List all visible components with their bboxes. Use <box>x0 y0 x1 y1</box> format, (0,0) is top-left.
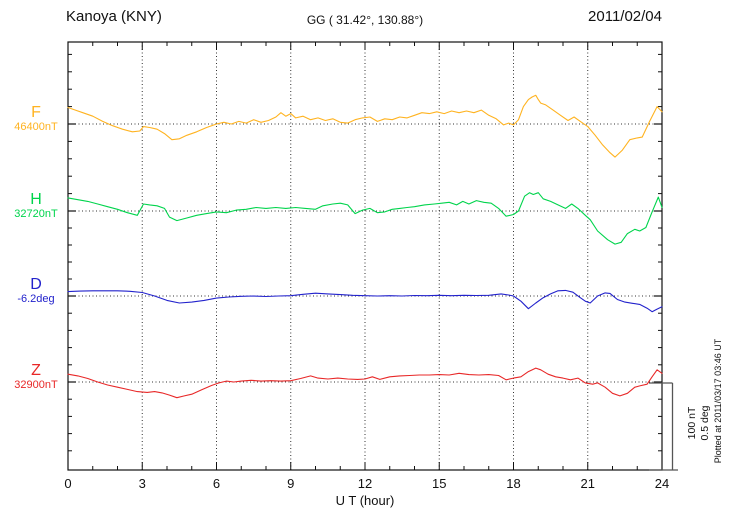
component-letter-d: D <box>30 276 42 293</box>
component-letter-f: F <box>31 104 41 121</box>
series-label-d: D -6.2deg <box>6 276 66 306</box>
component-letter-z: Z <box>31 362 41 379</box>
plotted-at-note: Plotted at 2011/03/17 03:46 UT <box>713 338 723 464</box>
trace-f <box>67 94 663 158</box>
scale-bar-label: 100 nT 0.5 deg <box>686 378 712 468</box>
trace-z <box>67 367 663 399</box>
station-coordinates: GG ( 31.42°, 130.88°) <box>306 13 424 27</box>
series-label-z: Z 32900nT <box>6 362 66 392</box>
component-baseline-f: 46400nT <box>14 121 58 133</box>
x-tick-label: 6 <box>212 476 221 491</box>
x-tick-label: 12 <box>357 476 373 491</box>
component-letter-h: H <box>30 191 42 208</box>
x-tick-label: 9 <box>287 476 295 491</box>
component-baseline-h: 32720nT <box>14 208 58 220</box>
x-tick-label: 15 <box>432 476 447 491</box>
x-tick-label: 18 <box>506 476 521 491</box>
component-baseline-d: -6.2deg <box>17 293 55 305</box>
trace-d <box>67 289 663 313</box>
x-tick-label: 21 <box>580 476 595 491</box>
x-axis-title: U T (hour) <box>335 493 395 508</box>
plot-date: 2011/02/04 <box>588 8 662 25</box>
scale-deg-label: 0.5 deg <box>699 405 711 441</box>
component-baseline-z: 32900nT <box>14 379 58 391</box>
x-tick-label: 0 <box>64 476 72 491</box>
x-tick-label: 24 <box>654 476 670 491</box>
scale-nt-label: 100 nT <box>686 406 698 440</box>
series-label-f: F 46400nT <box>6 104 66 134</box>
series-label-h: H 32720nT <box>6 191 66 221</box>
x-tick-label: 3 <box>138 476 146 491</box>
station-title: Kanoya (KNY) <box>66 8 162 25</box>
trace-h <box>67 192 663 245</box>
